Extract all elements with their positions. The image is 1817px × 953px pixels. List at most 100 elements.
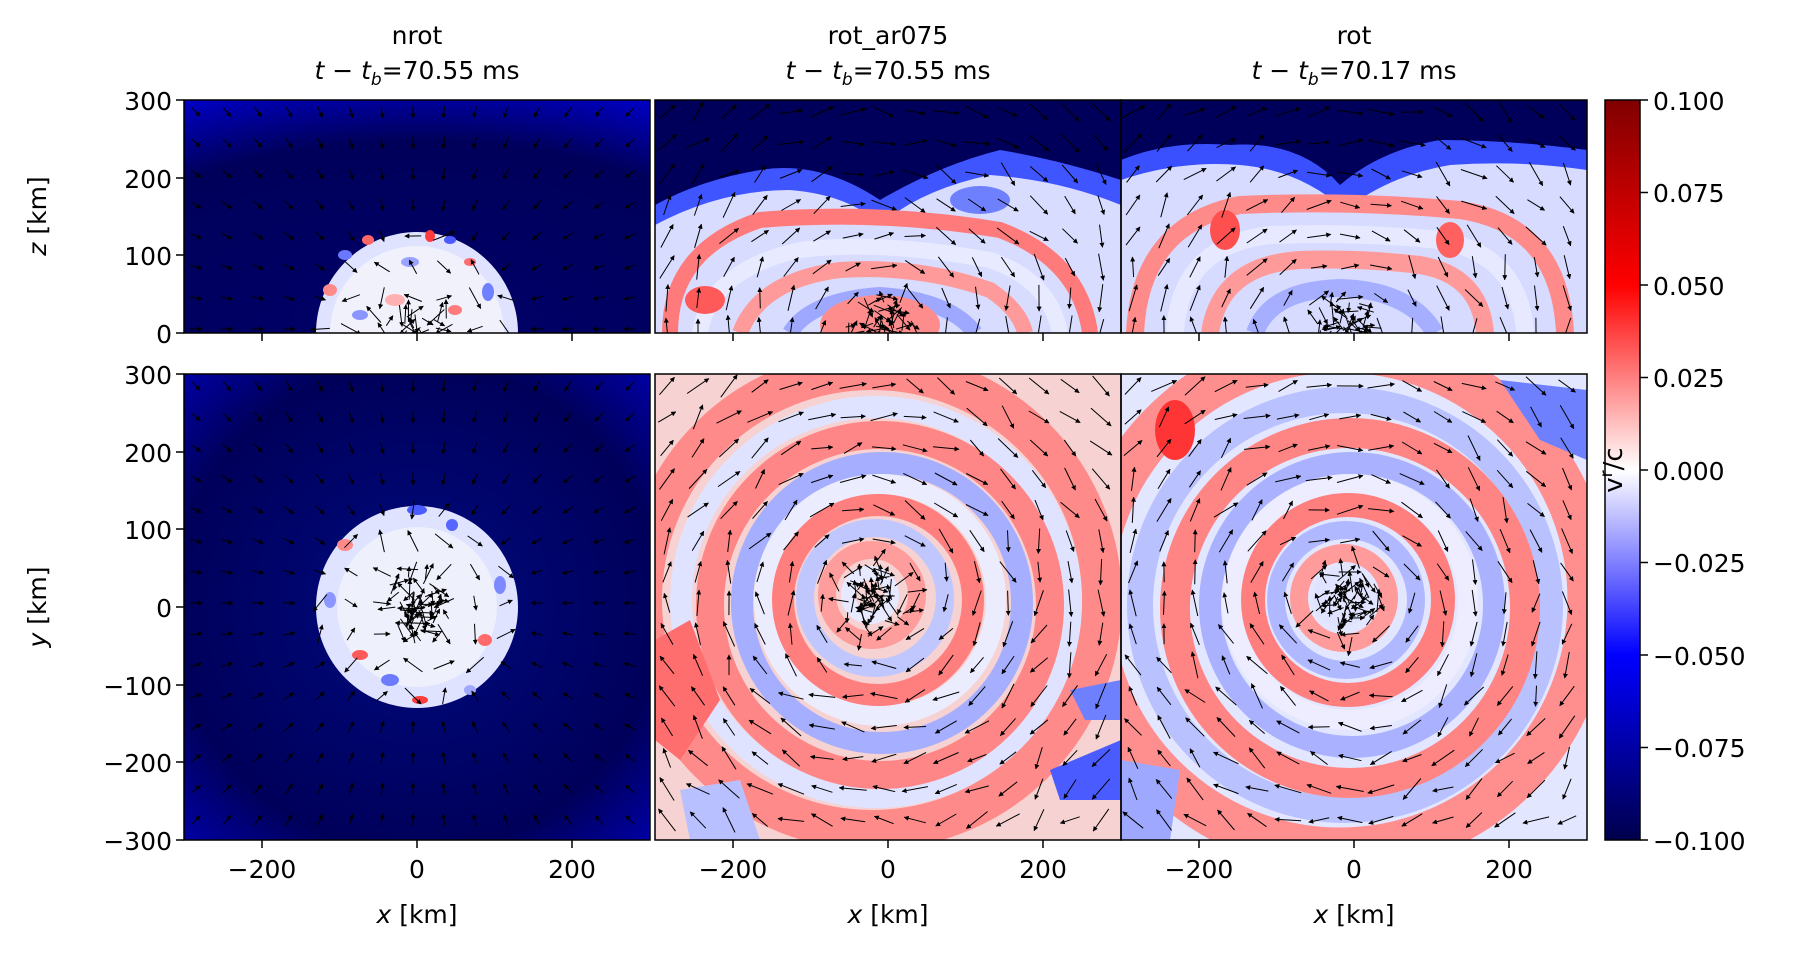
velocity-arrow [472, 199, 478, 211]
velocity-arrow [665, 284, 671, 312]
velocity-arrow [686, 378, 710, 394]
velocity-arrow [1534, 285, 1540, 311]
velocity-arrow [1346, 302, 1352, 313]
velocity-arrow [1245, 382, 1269, 388]
velocity-arrow [441, 105, 447, 119]
velocity-arrow [1222, 592, 1229, 614]
velocity-arrow [1218, 624, 1234, 644]
velocity-arrow [409, 500, 415, 520]
velocity-arrow [563, 443, 573, 453]
velocity-arrow [973, 560, 981, 584]
velocity-arrow [624, 201, 636, 209]
velocity-arrow [317, 380, 323, 392]
velocity-arrow [813, 230, 832, 242]
velocity-arrow [222, 784, 232, 794]
velocity-arrow [1002, 621, 1014, 648]
velocity-arrow [190, 264, 203, 270]
velocity-arrow [863, 599, 872, 608]
velocity-arrow [1317, 319, 1322, 333]
velocity-arrow [562, 538, 574, 544]
velocity-arrow [904, 500, 926, 520]
velocity-arrow [378, 529, 385, 553]
velocity-arrow [315, 505, 325, 515]
velocity-arrow [899, 282, 908, 303]
velocity-arrow [432, 608, 441, 624]
velocity-arrow [1339, 308, 1345, 324]
velocity-arrow [872, 548, 886, 567]
velocity-arrow [1253, 591, 1261, 615]
velocity-arrow [1276, 413, 1300, 420]
velocity-arrow [414, 605, 426, 611]
velocity-arrow [718, 779, 740, 799]
velocity-arrow [659, 255, 675, 279]
velocity-arrow [1250, 560, 1264, 583]
velocity-arrow [346, 690, 356, 702]
velocity-arrow [872, 784, 896, 793]
velocity-arrow [1127, 746, 1139, 770]
velocity-arrow [841, 561, 855, 575]
velocity-arrow [348, 168, 354, 180]
velocity-arrow [1495, 195, 1515, 215]
time-label-nrot: t − tb=70.55 ms [314, 56, 519, 90]
velocity-arrow [499, 319, 513, 333]
velocity-arrow [1246, 655, 1268, 675]
velocity-arrow [1497, 227, 1513, 245]
velocity-arrow [871, 199, 897, 211]
velocity-arrow [884, 620, 900, 626]
velocity-arrow [1502, 254, 1508, 281]
velocity-arrow [789, 317, 795, 333]
velocity-arrow [1307, 106, 1331, 118]
velocity-arrow [1092, 808, 1110, 832]
velocity-arrow [254, 106, 262, 118]
velocity-arrow [191, 784, 201, 794]
velocity-arrow [1436, 196, 1450, 214]
velocity-arrow [1526, 138, 1546, 148]
velocity-arrow [1376, 317, 1383, 333]
y-tick-label: −300 [103, 827, 172, 856]
velocity-arrow [1125, 194, 1141, 216]
velocity-arrow [811, 784, 833, 793]
velocity-arrow [624, 507, 636, 513]
velocity-arrow [314, 295, 327, 301]
velocity-arrow [1030, 624, 1048, 644]
velocity-arrow [441, 813, 447, 827]
velocity-arrow [189, 631, 203, 637]
velocity-arrow [253, 169, 263, 179]
velocity-arrow [787, 622, 793, 645]
velocity-arrow [721, 746, 737, 770]
velocity-arrow [783, 531, 799, 551]
velocity-arrow [873, 504, 896, 516]
velocity-arrow [838, 785, 867, 791]
velocity-arrow [873, 572, 887, 579]
velocity-arrow [870, 605, 876, 621]
velocity-arrow [933, 411, 959, 423]
velocity-arrow [938, 528, 954, 554]
velocity-arrow [720, 374, 738, 398]
velocity-arrow [472, 623, 478, 645]
velocity-arrow [472, 137, 478, 150]
velocity-arrow [1276, 720, 1300, 734]
velocity-arrow [1280, 686, 1296, 706]
velocity-arrow [1374, 292, 1389, 304]
velocity-arrow [876, 627, 892, 641]
velocity-arrow [716, 410, 742, 424]
velocity-arrow [1062, 685, 1078, 708]
velocity-arrow [344, 567, 358, 577]
velocity-arrow [932, 691, 960, 702]
cbar-tick-label: −0.050 [1653, 642, 1746, 671]
velocity-arrow [498, 565, 514, 579]
x-axis-label: x [km] [375, 900, 457, 929]
velocity-arrow [1066, 652, 1072, 679]
velocity-arrow [379, 720, 385, 733]
velocity-arrow [348, 106, 354, 119]
velocity-arrow [968, 686, 986, 706]
velocity-arrow [1342, 317, 1364, 331]
velocity-arrow [1460, 169, 1488, 180]
velocity-arrow [1214, 413, 1238, 420]
velocity-arrow [725, 559, 732, 584]
velocity-arrow [348, 782, 354, 795]
velocity-arrow [813, 195, 831, 215]
velocity-arrow [751, 437, 769, 459]
velocity-arrow [871, 263, 898, 270]
velocity-arrow [530, 631, 544, 637]
